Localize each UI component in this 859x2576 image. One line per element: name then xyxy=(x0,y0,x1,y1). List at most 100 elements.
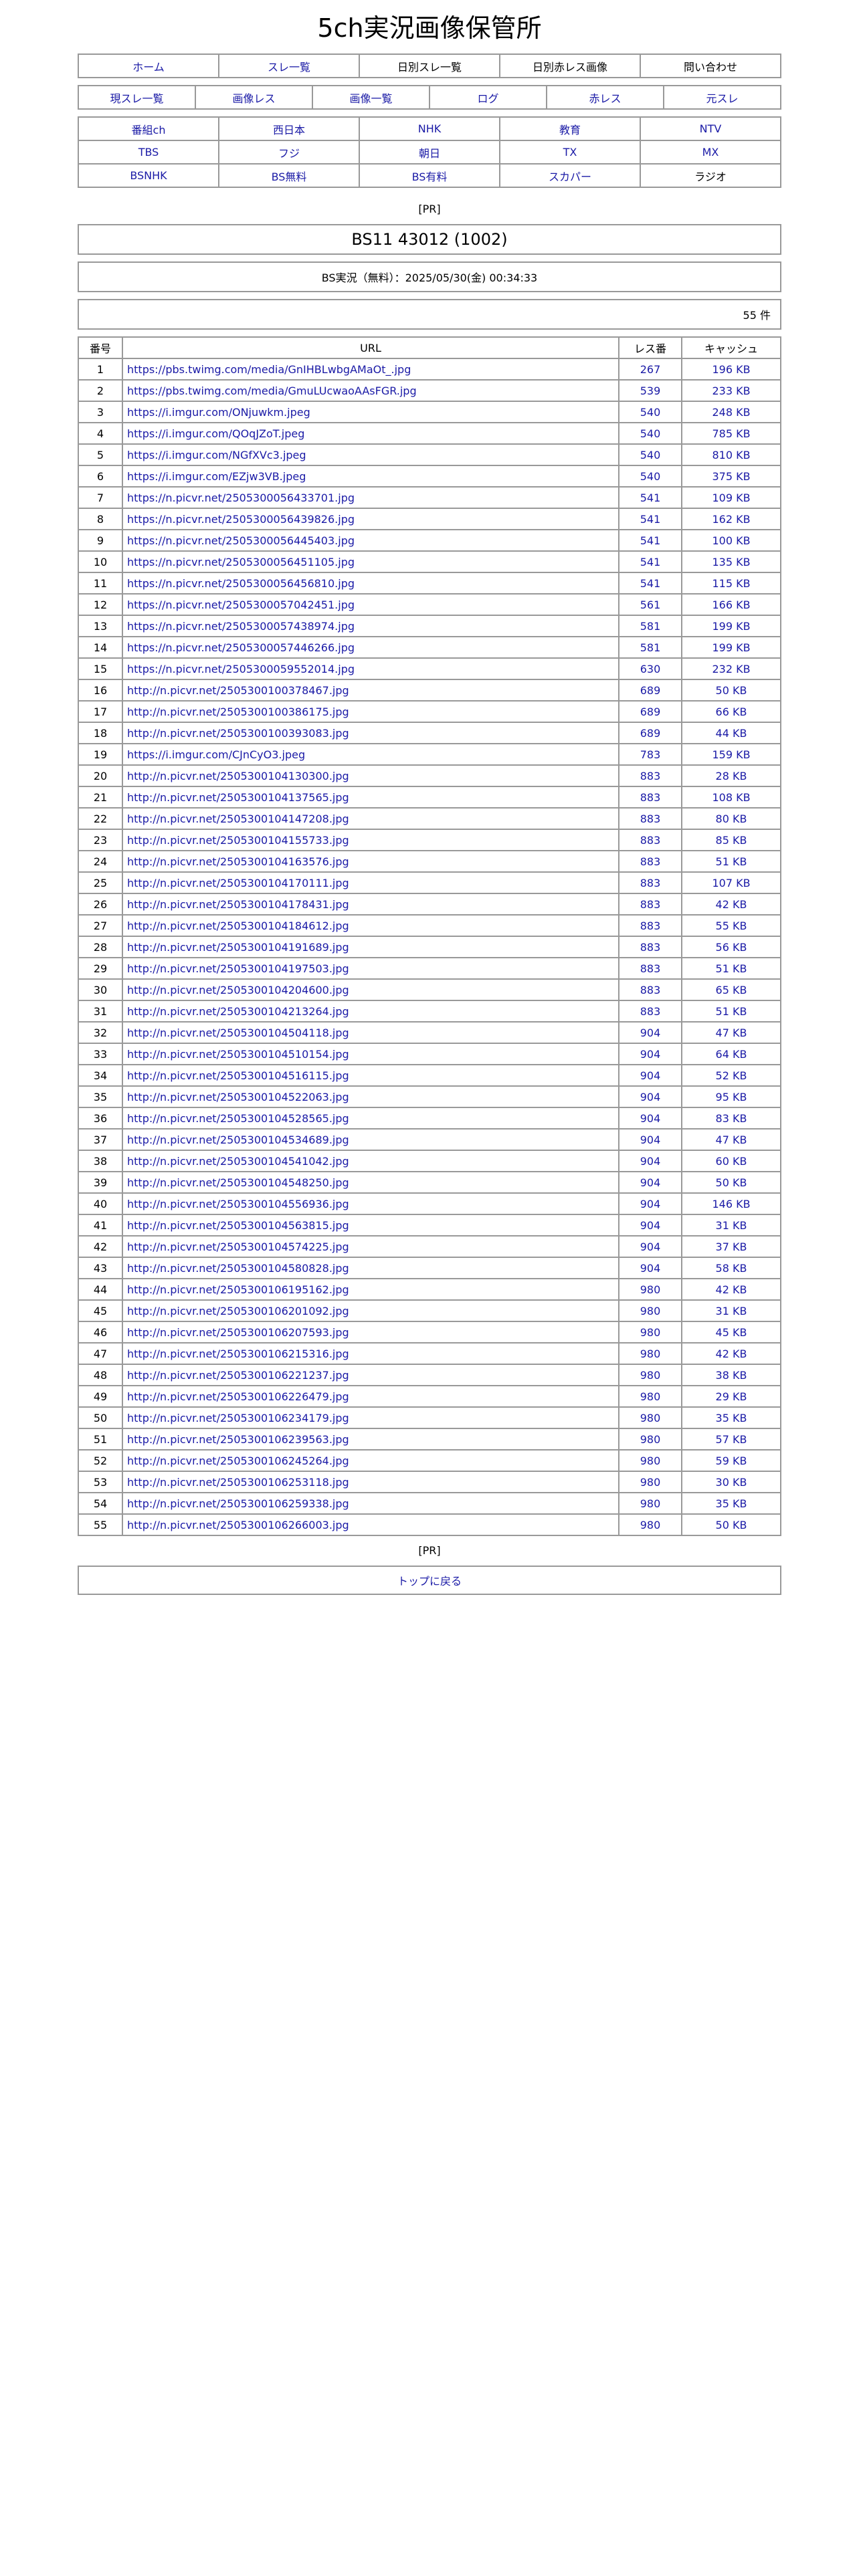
image-url-link[interactable]: https://n.picvr.net/2505300056433701.jpg xyxy=(127,491,355,504)
res-number-link[interactable]: 904 xyxy=(640,1154,661,1168)
nav-item-link[interactable]: ホーム xyxy=(132,60,165,74)
res-number-link[interactable]: 980 xyxy=(640,1283,661,1296)
image-url-link[interactable]: https://i.imgur.com/CJnCyO3.jpeg xyxy=(127,748,306,761)
cache-size-link[interactable]: 785 KB xyxy=(712,427,751,440)
image-url-link[interactable]: http://n.picvr.net/2505300104191689.jpg xyxy=(127,940,349,954)
res-number-link[interactable]: 904 xyxy=(640,1069,661,1082)
cache-size-link[interactable]: 29 KB xyxy=(715,1390,747,1403)
res-number-link[interactable]: 783 xyxy=(640,748,661,761)
res-number-link[interactable]: 883 xyxy=(640,812,661,825)
nav-item-link[interactable]: スレ一覧 xyxy=(267,60,310,74)
res-number-link[interactable]: 980 xyxy=(640,1390,661,1403)
cache-size-link[interactable]: 810 KB xyxy=(712,448,751,461)
res-number-link[interactable]: 883 xyxy=(640,919,661,932)
res-number-link[interactable]: 980 xyxy=(640,1454,661,1467)
channel-item-link[interactable]: MX xyxy=(702,146,719,158)
image-url-link[interactable]: http://n.picvr.net/2505300104516115.jpg xyxy=(127,1069,349,1082)
image-url-link[interactable]: http://n.picvr.net/2505300104528565.jpg xyxy=(127,1111,349,1125)
image-url-link[interactable]: https://i.imgur.com/QOqJZoT.jpeg xyxy=(127,427,305,440)
image-url-link[interactable]: http://n.picvr.net/2505300104197503.jpg xyxy=(127,962,349,975)
res-number-link[interactable]: 904 xyxy=(640,1197,661,1210)
image-url-link[interactable]: http://n.picvr.net/2505300106245264.jpg xyxy=(127,1454,349,1467)
res-number-link[interactable]: 541 xyxy=(640,512,661,526)
cache-size-link[interactable]: 50 KB xyxy=(715,1176,747,1189)
image-url-link[interactable]: http://n.picvr.net/2505300104534689.jpg xyxy=(127,1133,349,1146)
res-number-link[interactable]: 904 xyxy=(640,1240,661,1253)
image-url-link[interactable]: http://n.picvr.net/2505300104504118.jpg xyxy=(127,1026,349,1039)
cache-size-link[interactable]: 162 KB xyxy=(712,512,751,526)
image-url-link[interactable]: https://n.picvr.net/2505300057446266.jpg xyxy=(127,641,355,654)
cache-size-link[interactable]: 47 KB xyxy=(715,1026,747,1039)
res-number-link[interactable]: 904 xyxy=(640,1111,661,1125)
image-url-link[interactable]: http://n.picvr.net/2505300104130300.jpg xyxy=(127,769,349,782)
cache-size-link[interactable]: 107 KB xyxy=(712,876,751,889)
nav-item-link[interactable]: 画像レス xyxy=(232,92,276,105)
channel-item-link[interactable]: NHK xyxy=(417,122,442,135)
res-number-link[interactable]: 883 xyxy=(640,897,661,911)
res-number-link[interactable]: 539 xyxy=(640,384,661,397)
back-to-top-link[interactable]: トップに戻る xyxy=(397,1575,462,1588)
res-number-link[interactable]: 540 xyxy=(640,427,661,440)
res-number-link[interactable]: 267 xyxy=(640,362,661,376)
cache-size-link[interactable]: 60 KB xyxy=(715,1154,747,1168)
cache-size-link[interactable]: 83 KB xyxy=(715,1111,747,1125)
cache-size-link[interactable]: 44 KB xyxy=(715,726,747,740)
nav-item-link[interactable]: 現スレ一覧 xyxy=(110,92,164,105)
cache-size-link[interactable]: 59 KB xyxy=(715,1454,747,1467)
cache-size-link[interactable]: 57 KB xyxy=(715,1432,747,1446)
res-number-link[interactable]: 883 xyxy=(640,769,661,782)
image-url-link[interactable]: https://n.picvr.net/2505300059552014.jpg xyxy=(127,662,355,675)
image-url-link[interactable]: http://n.picvr.net/2505300104563815.jpg xyxy=(127,1218,349,1232)
image-url-link[interactable]: http://n.picvr.net/2505300104541042.jpg xyxy=(127,1154,349,1168)
image-url-link[interactable]: https://n.picvr.net/2505300056439826.jpg xyxy=(127,512,355,526)
res-number-link[interactable]: 541 xyxy=(640,576,661,590)
res-number-link[interactable]: 689 xyxy=(640,726,661,740)
channel-item-link[interactable]: BSNHK xyxy=(130,169,167,182)
image-url-link[interactable]: http://n.picvr.net/2505300104204600.jpg xyxy=(127,983,349,996)
image-url-link[interactable]: http://n.picvr.net/2505300104213264.jpg xyxy=(127,1004,349,1018)
res-number-link[interactable]: 581 xyxy=(640,619,661,633)
image-url-link[interactable]: http://n.picvr.net/2505300104163576.jpg xyxy=(127,855,349,868)
cache-size-link[interactable]: 115 KB xyxy=(712,576,751,590)
image-url-link[interactable]: http://n.picvr.net/2505300104522063.jpg xyxy=(127,1090,349,1103)
channel-item-link[interactable]: TX xyxy=(563,146,577,158)
cache-size-link[interactable]: 80 KB xyxy=(715,812,747,825)
res-number-link[interactable]: 561 xyxy=(640,598,661,611)
image-url-link[interactable]: https://i.imgur.com/EZjw3VB.jpeg xyxy=(127,469,306,483)
channel-item-link[interactable]: TBS xyxy=(138,146,159,158)
image-url-link[interactable]: http://n.picvr.net/2505300100378467.jpg xyxy=(127,683,349,697)
res-number-link[interactable]: 980 xyxy=(640,1325,661,1339)
image-url-link[interactable]: https://n.picvr.net/2505300056456810.jpg xyxy=(127,576,355,590)
res-number-link[interactable]: 689 xyxy=(640,683,661,697)
cache-size-link[interactable]: 100 KB xyxy=(712,534,751,547)
res-number-link[interactable]: 540 xyxy=(640,469,661,483)
image-url-link[interactable]: http://n.picvr.net/2505300104155733.jpg xyxy=(127,833,349,847)
cache-size-link[interactable]: 65 KB xyxy=(715,983,747,996)
image-url-link[interactable]: http://n.picvr.net/2505300104574225.jpg xyxy=(127,1240,349,1253)
cache-size-link[interactable]: 50 KB xyxy=(715,1518,747,1531)
channel-item-link[interactable]: BS有料 xyxy=(411,170,448,183)
res-number-link[interactable]: 980 xyxy=(640,1347,661,1360)
cache-size-link[interactable]: 199 KB xyxy=(712,619,751,633)
cache-size-link[interactable]: 248 KB xyxy=(712,405,751,419)
nav-item-link[interactable]: ログ xyxy=(477,92,499,105)
image-url-link[interactable]: http://n.picvr.net/2505300106234179.jpg xyxy=(127,1411,349,1424)
channel-item-link[interactable]: 西日本 xyxy=(272,123,305,136)
image-url-link[interactable]: http://n.picvr.net/2505300104170111.jpg xyxy=(127,876,349,889)
image-url-link[interactable]: https://n.picvr.net/2505300057438974.jpg xyxy=(127,619,355,633)
nav-item-link[interactable]: 元スレ xyxy=(706,92,739,105)
cache-size-link[interactable]: 42 KB xyxy=(715,1347,747,1360)
cache-size-link[interactable]: 108 KB xyxy=(712,790,751,804)
image-url-link[interactable]: http://n.picvr.net/2505300104178431.jpg xyxy=(127,897,349,911)
res-number-link[interactable]: 980 xyxy=(640,1518,661,1531)
res-number-link[interactable]: 883 xyxy=(640,983,661,996)
res-number-link[interactable]: 883 xyxy=(640,1004,661,1018)
res-number-link[interactable]: 980 xyxy=(640,1497,661,1510)
res-number-link[interactable]: 883 xyxy=(640,940,661,954)
res-number-link[interactable]: 581 xyxy=(640,641,661,654)
res-number-link[interactable]: 904 xyxy=(640,1176,661,1189)
res-number-link[interactable]: 980 xyxy=(640,1304,661,1317)
cache-size-link[interactable]: 55 KB xyxy=(715,919,747,932)
cache-size-link[interactable]: 35 KB xyxy=(715,1497,747,1510)
res-number-link[interactable]: 904 xyxy=(640,1026,661,1039)
